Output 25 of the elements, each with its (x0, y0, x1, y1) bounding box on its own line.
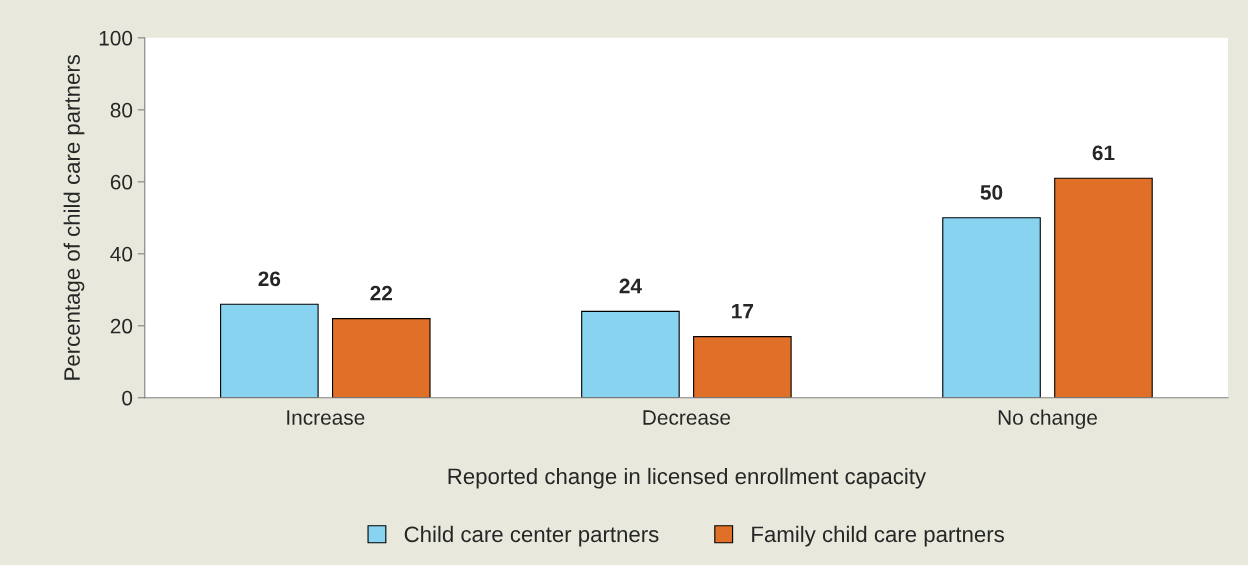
data-label: 26 (258, 271, 281, 287)
bar (581, 310, 680, 398)
data-label: 17 (732, 304, 754, 319)
y-axis-title: Percentage of child care partners (63, 54, 85, 380)
y-tick-label: 60 (110, 174, 133, 190)
bar (220, 303, 319, 398)
y-tick-label: 0 (122, 390, 133, 406)
x-axis-title: Reported change in licensed enrollment capacity (448, 467, 927, 489)
data-label: 24 (619, 278, 642, 294)
data-label: 61 (1092, 145, 1115, 161)
y-tick-label: 40 (110, 246, 133, 262)
data-label: 50 (980, 185, 1003, 200)
y-tick-label: 80 (110, 102, 133, 118)
x-tick-label: Increase (287, 410, 365, 425)
y-tick-label: 100 (99, 30, 133, 46)
y-tick-label: 20 (110, 318, 133, 334)
legend-label: Child care center partners (404, 525, 659, 547)
x-tick-label: Decrease (643, 410, 731, 425)
bar (1054, 177, 1153, 398)
legend-label: Family child care partners (752, 525, 1004, 547)
bar (693, 336, 792, 398)
bar (331, 318, 431, 398)
data-label: 22 (370, 285, 393, 301)
x-tick-label: No change (998, 409, 1097, 429)
bar (942, 217, 1041, 398)
